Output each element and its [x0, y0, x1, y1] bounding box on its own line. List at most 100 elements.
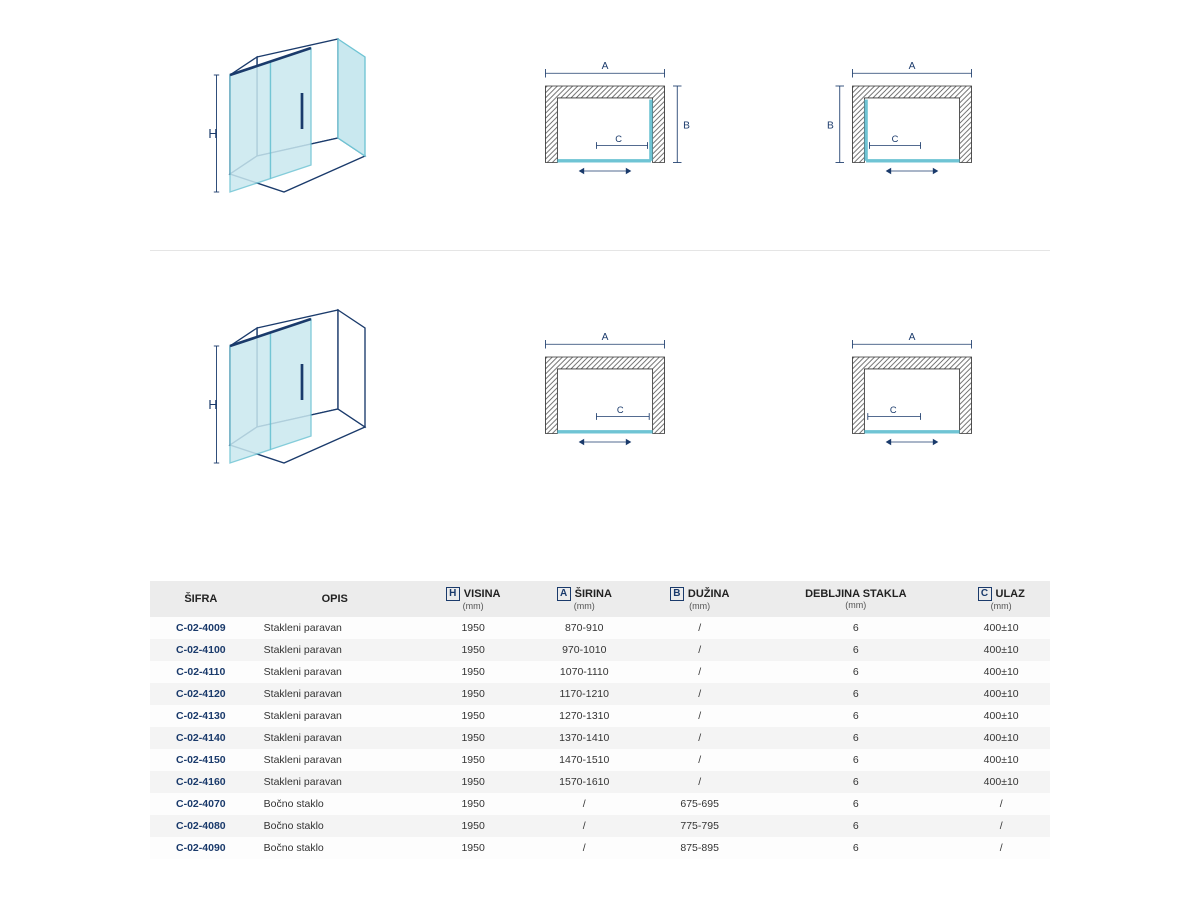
dim-label-c: C: [615, 134, 622, 144]
table-cell: C-02-4100: [150, 639, 252, 661]
table-cell: 6: [759, 617, 952, 639]
table-cell: C-02-4130: [150, 705, 252, 727]
table-cell: 6: [759, 837, 952, 859]
table-cell: 6: [759, 815, 952, 837]
table-cell: 6: [759, 705, 952, 727]
table-cell: 6: [759, 661, 952, 683]
table-cell: /: [640, 617, 759, 639]
table-cell: Stakleni paravan: [252, 771, 418, 793]
plan-diagram-1b: C A B: [827, 50, 997, 190]
dim-label-b: B: [827, 121, 834, 132]
table-cell: C-02-4070: [150, 793, 252, 815]
dim-label-a: A: [908, 61, 915, 72]
table-cell: C-02-4160: [150, 771, 252, 793]
table-cell: C-02-4120: [150, 683, 252, 705]
table-cell: 1370-1410: [528, 727, 640, 749]
dim-label-c: C: [890, 405, 897, 415]
table-cell: 775-795: [640, 815, 759, 837]
column-header: HVISINA(mm): [418, 581, 529, 617]
table-cell: 1950: [418, 837, 529, 859]
table-cell: 1470-1510: [528, 749, 640, 771]
table-cell: 400±10: [952, 639, 1050, 661]
table-cell: 1270-1310: [528, 705, 640, 727]
table-cell: 1170-1210: [528, 683, 640, 705]
table-cell: 1950: [418, 683, 529, 705]
table-cell: /: [640, 705, 759, 727]
table-cell: 400±10: [952, 683, 1050, 705]
table-cell: /: [640, 661, 759, 683]
table-cell: 1950: [418, 771, 529, 793]
table-row: C-02-4140Stakleni paravan19501370-1410/6…: [150, 727, 1050, 749]
table-cell: 1950: [418, 661, 529, 683]
diagram-row-1: H C: [150, 30, 1050, 251]
table-cell: C-02-4140: [150, 727, 252, 749]
table-cell: Bočno staklo: [252, 815, 418, 837]
table-body: C-02-4009Stakleni paravan1950870-910/640…: [150, 617, 1050, 859]
column-header: CULAZ(mm): [952, 581, 1050, 617]
column-header: DEBLJINA STAKLA(mm): [759, 581, 952, 617]
table-cell: /: [952, 815, 1050, 837]
table-cell: 400±10: [952, 617, 1050, 639]
plan-diagram-2a: C A: [520, 321, 690, 461]
dim-label-h: H: [209, 398, 218, 412]
diagram-row-2: H C: [150, 301, 1050, 521]
dim-label-c: C: [617, 405, 624, 415]
table-header: ŠIFRAOPISHVISINA(mm)AŠIRINA(mm)BDUŽINA(m…: [150, 581, 1050, 617]
dim-label-a: A: [602, 332, 609, 343]
table-row: C-02-4150Stakleni paravan19501470-1510/6…: [150, 749, 1050, 771]
plan-diagram-2b: C A: [827, 321, 997, 461]
table-cell: 6: [759, 771, 952, 793]
column-header: OPIS: [252, 581, 418, 617]
table-cell: /: [640, 639, 759, 661]
table-cell: C-02-4090: [150, 837, 252, 859]
table-cell: Stakleni paravan: [252, 749, 418, 771]
table-cell: 970-1010: [528, 639, 640, 661]
table-row: C-02-4120Stakleni paravan19501170-1210/6…: [150, 683, 1050, 705]
table-cell: 1950: [418, 639, 529, 661]
table-cell: 400±10: [952, 661, 1050, 683]
table-row: C-02-4110Stakleni paravan19501070-1110/6…: [150, 661, 1050, 683]
table-row: C-02-4070Bočno staklo1950/675-6956/: [150, 793, 1050, 815]
dim-icon: C: [978, 587, 992, 601]
table-cell: 675-695: [640, 793, 759, 815]
table-row: C-02-4160Stakleni paravan19501570-1610/6…: [150, 771, 1050, 793]
plan-diagram-1a: C A: [520, 50, 690, 190]
isometric-diagram-2: H: [203, 301, 383, 481]
table-cell: 1950: [418, 727, 529, 749]
dim-label-c: C: [891, 134, 898, 144]
table-cell: 1950: [418, 749, 529, 771]
table-cell: 6: [759, 727, 952, 749]
dim-icon: A: [557, 587, 571, 601]
table-cell: /: [640, 683, 759, 705]
table-cell: C-02-4080: [150, 815, 252, 837]
table-cell: Bočno staklo: [252, 837, 418, 859]
table-cell: /: [952, 793, 1050, 815]
spec-table: ŠIFRAOPISHVISINA(mm)AŠIRINA(mm)BDUŽINA(m…: [150, 581, 1050, 859]
table-cell: /: [528, 815, 640, 837]
dim-label-h: H: [209, 127, 218, 141]
dim-label-a: A: [908, 332, 915, 343]
table-cell: C-02-4110: [150, 661, 252, 683]
table-cell: 1950: [418, 705, 529, 727]
table-cell: 1070-1110: [528, 661, 640, 683]
table-cell: Stakleni paravan: [252, 727, 418, 749]
table-cell: 1570-1610: [528, 771, 640, 793]
table-row: C-02-4090Bočno staklo1950/875-8956/: [150, 837, 1050, 859]
table-cell: 1950: [418, 793, 529, 815]
page: H C: [150, 0, 1050, 859]
table-row: C-02-4130Stakleni paravan19501270-1310/6…: [150, 705, 1050, 727]
dim-label-b: B: [683, 121, 690, 132]
table-row: C-02-4080Bočno staklo1950/775-7956/: [150, 815, 1050, 837]
table-cell: /: [528, 837, 640, 859]
dim-label-a: A: [602, 61, 609, 72]
table-cell: /: [528, 793, 640, 815]
dim-icon: H: [446, 587, 460, 601]
table-cell: 6: [759, 639, 952, 661]
column-header: AŠIRINA(mm): [528, 581, 640, 617]
table-cell: 400±10: [952, 727, 1050, 749]
table-cell: 870-910: [528, 617, 640, 639]
table-cell: 1950: [418, 815, 529, 837]
isometric-diagram-1: H: [203, 30, 383, 210]
table-cell: Stakleni paravan: [252, 617, 418, 639]
table-cell: Stakleni paravan: [252, 639, 418, 661]
